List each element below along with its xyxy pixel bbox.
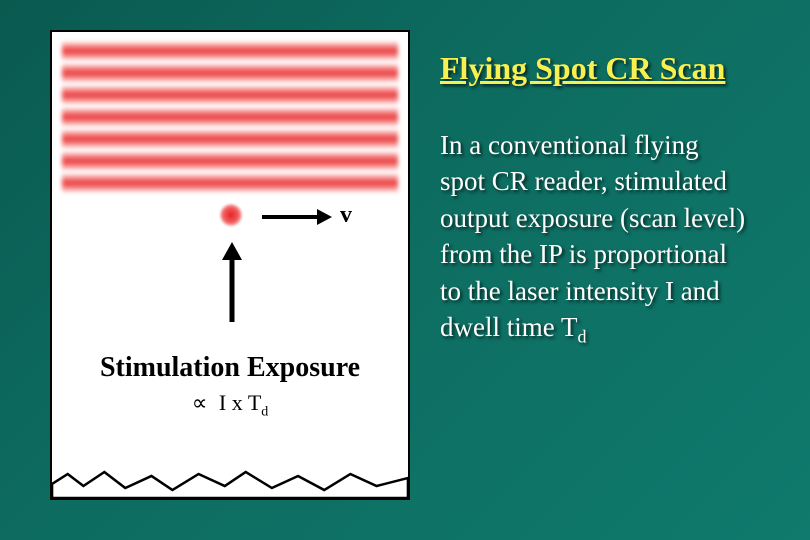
velocity-arrow-icon (262, 207, 332, 227)
scan-line (62, 42, 398, 60)
scan-line (62, 64, 398, 82)
formula-subscript: d (261, 404, 268, 419)
scan-line (62, 152, 398, 170)
torn-edge-icon (52, 466, 408, 498)
laser-spot (220, 204, 242, 226)
content-panel: Flying Spot CR Scan In a conventional fl… (430, 30, 770, 510)
scan-line (62, 86, 398, 104)
scan-line (62, 108, 398, 126)
stimulation-exposure-label: Stimulation Exposure (100, 352, 360, 384)
scan-line (62, 174, 398, 192)
slide-body: In a conventional flying spot CR reader,… (440, 127, 770, 349)
slide-title: Flying Spot CR Scan (440, 50, 770, 87)
scan-area: v (62, 42, 398, 242)
proportional-symbol: ∝ (192, 390, 208, 415)
body-text-main: In a conventional flying spot CR reader,… (440, 130, 745, 342)
formula-body: I x T (219, 390, 261, 415)
slide-container: v Stimulation Exposure ∝ I x Td Flying S… (0, 0, 810, 540)
exposure-arrow-icon (220, 242, 244, 322)
formula: ∝ I x Td (192, 390, 269, 420)
velocity-label: v (340, 202, 352, 229)
body-text-subscript: d (577, 327, 586, 347)
diagram-panel: v Stimulation Exposure ∝ I x Td (50, 30, 410, 500)
scan-line (62, 130, 398, 148)
